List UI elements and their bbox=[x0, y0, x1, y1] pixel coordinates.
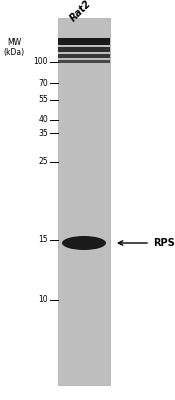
Bar bbox=[58, 38, 110, 45]
Bar bbox=[58, 60, 110, 63]
Text: 40: 40 bbox=[38, 116, 48, 124]
Text: 15: 15 bbox=[38, 236, 48, 244]
Text: MW
(kDa): MW (kDa) bbox=[4, 38, 24, 57]
Ellipse shape bbox=[62, 236, 106, 250]
Text: 55: 55 bbox=[38, 96, 48, 104]
Text: 35: 35 bbox=[38, 128, 48, 138]
Text: 10: 10 bbox=[38, 296, 48, 304]
Bar bbox=[58, 47, 110, 52]
Text: 25: 25 bbox=[38, 158, 48, 166]
Bar bbox=[58, 54, 110, 58]
Text: RPS26: RPS26 bbox=[153, 238, 175, 248]
Text: Rat2: Rat2 bbox=[68, 0, 93, 23]
Text: 100: 100 bbox=[33, 58, 48, 66]
Bar bbox=[58, 18, 110, 385]
Text: 70: 70 bbox=[38, 78, 48, 88]
